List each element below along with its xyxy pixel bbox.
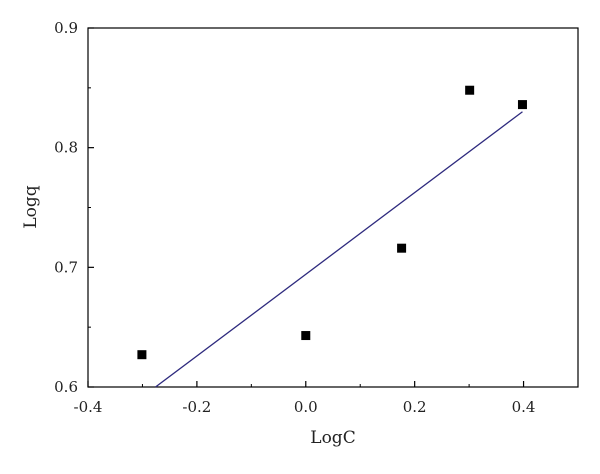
x-tick-label: 0.2 <box>403 398 427 416</box>
y-axis-label: Logq <box>21 185 41 228</box>
y-tick-labels: 0.6 0.7 0.8 0.9 <box>54 19 78 396</box>
data-points <box>137 85 527 360</box>
fit-line-group <box>155 111 523 388</box>
x-tick-label: 0.4 <box>512 398 536 416</box>
x-tick-label: -0.4 <box>74 398 103 416</box>
data-point <box>465 85 475 95</box>
data-point <box>397 243 407 253</box>
y-tick-label: 0.6 <box>54 378 78 396</box>
data-point <box>301 331 311 341</box>
x-tick-label: 0.0 <box>294 398 318 416</box>
y-tick-label: 0.8 <box>54 139 78 157</box>
data-point <box>137 350 147 360</box>
x-tick-label: -0.2 <box>182 398 211 416</box>
data-point <box>517 100 527 110</box>
fit-line <box>155 111 523 388</box>
y-tick-label: 0.7 <box>54 258 78 276</box>
x-tick-labels: -0.4 -0.2 0.0 0.2 0.4 <box>74 398 536 416</box>
y-tick-label: 0.9 <box>54 19 78 37</box>
plot-frame <box>87 27 579 388</box>
axis-ticks <box>87 27 525 388</box>
x-axis-label: LogC <box>310 428 355 448</box>
